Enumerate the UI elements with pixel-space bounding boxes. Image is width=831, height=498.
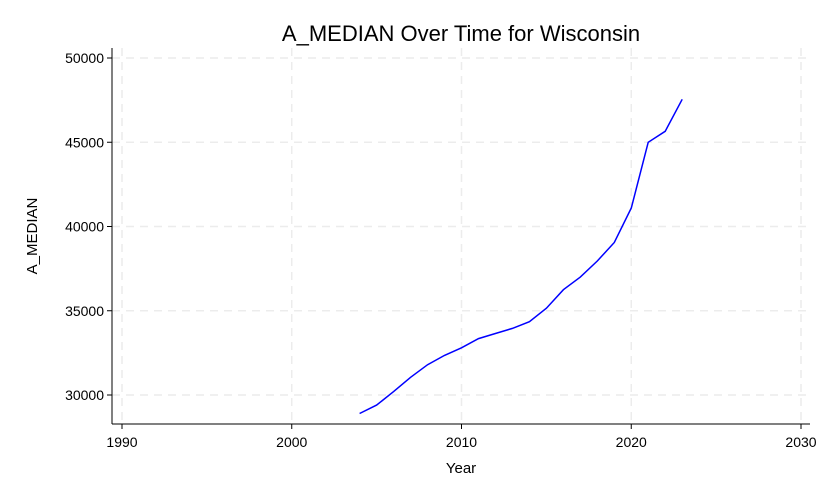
y-tick-label: 30000 <box>65 387 104 403</box>
y-tick-label: 35000 <box>65 303 104 319</box>
y-axis-label: A_MEDIAN <box>24 198 41 275</box>
x-tick-label: 2030 <box>785 434 816 450</box>
chart-title: A_MEDIAN Over Time for Wisconsin <box>282 21 640 46</box>
x-ticks: 1990 2000 2010 2020 2030 <box>106 424 817 450</box>
x-tick-label: 2020 <box>616 434 647 450</box>
y-tick-label: 50000 <box>65 50 104 66</box>
grid-lines <box>112 48 810 424</box>
x-tick-label: 2010 <box>446 434 477 450</box>
x-tick-label: 1990 <box>106 434 137 450</box>
x-tick-label: 2000 <box>276 434 307 450</box>
series-layer <box>359 98 683 415</box>
series-line <box>359 98 683 415</box>
y-tick-label: 45000 <box>65 134 104 150</box>
y-ticks: 30000 35000 40000 45000 50000 <box>65 50 112 403</box>
y-tick-label: 40000 <box>65 219 104 235</box>
x-axis-label: Year <box>446 460 476 477</box>
